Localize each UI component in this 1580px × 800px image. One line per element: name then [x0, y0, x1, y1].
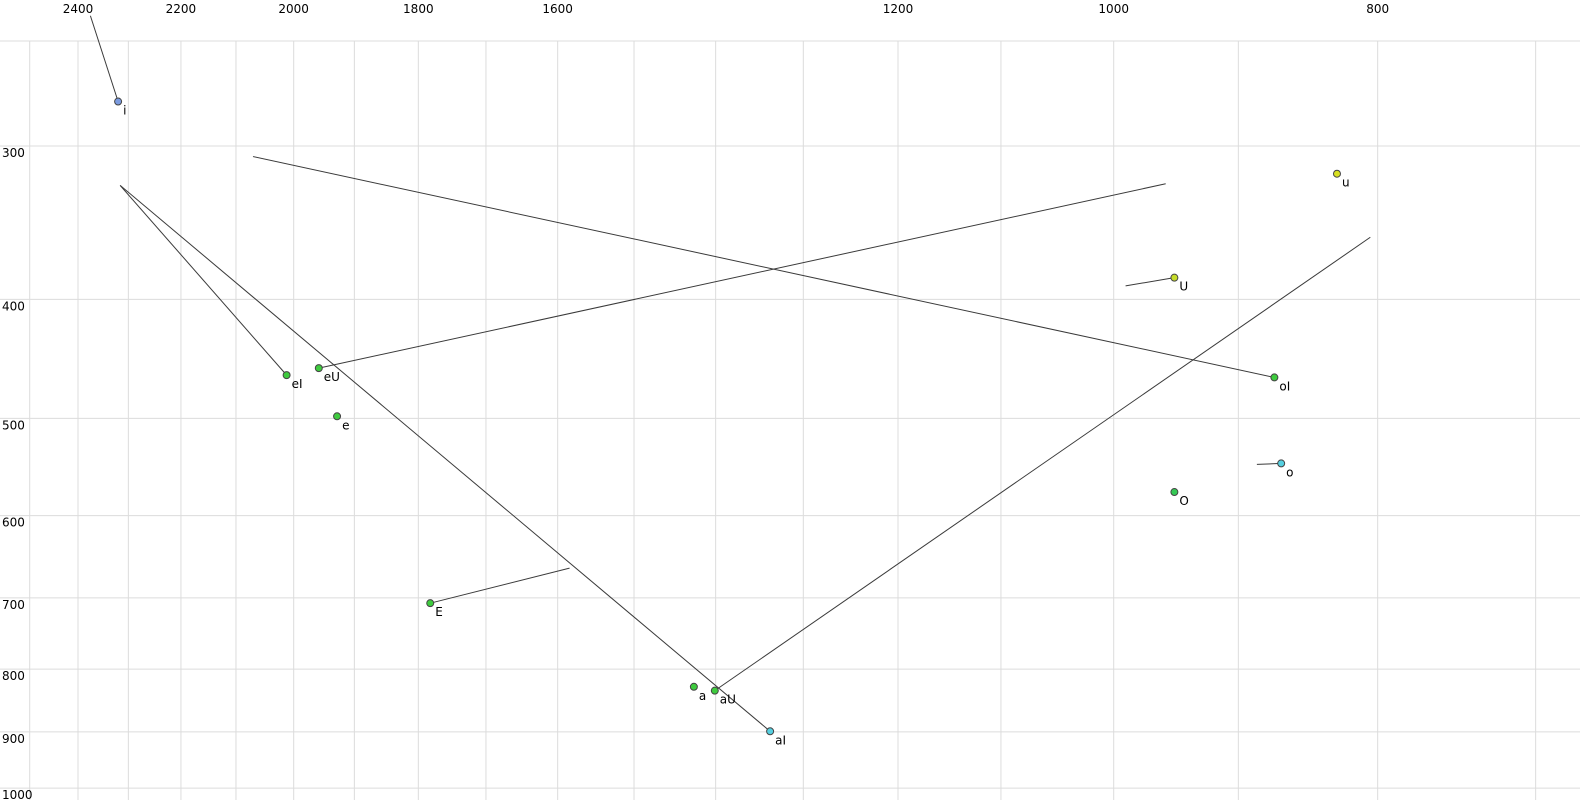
y-tick-label-900: 900 — [2, 732, 25, 746]
vowel-label-a: a — [699, 689, 706, 703]
y-tick-label-700: 700 — [2, 598, 25, 612]
y-tick-label-300: 300 — [2, 146, 25, 160]
trajectory-aU — [714, 236, 1371, 692]
trajectory-E — [430, 567, 570, 604]
vowel-point-aI — [766, 727, 775, 736]
trajectory-eU — [318, 183, 1166, 369]
trajectory-i — [89, 15, 119, 102]
x-tick-label-2000: 2000 — [278, 2, 309, 16]
y-tick-label-400: 400 — [2, 299, 25, 313]
x-tick-label-2400: 2400 — [63, 2, 94, 16]
x-tick-label-1600: 1600 — [542, 2, 573, 16]
vowel-point-eI — [282, 371, 291, 380]
vowel-label-i: i — [123, 104, 126, 118]
vowel-label-u: u — [1342, 176, 1350, 190]
y-tick-label-1000: 1000 — [2, 788, 33, 800]
vowel-label-oI: oI — [1279, 379, 1290, 393]
x-tick-label-1800: 1800 — [403, 2, 434, 16]
vowel-label-U: U — [1179, 280, 1188, 294]
vowel-point-U — [1170, 273, 1179, 282]
vowel-label-E: E — [435, 605, 443, 619]
vowel-label-O: O — [1179, 494, 1188, 508]
x-tick-label-1200: 1200 — [883, 2, 914, 16]
x-tick-label-1000: 1000 — [1098, 2, 1129, 16]
y-tick-label-600: 600 — [2, 516, 25, 530]
vowel-point-o — [1277, 459, 1286, 468]
vowel-point-eU — [314, 364, 323, 373]
vowel-label-aU: aU — [720, 693, 736, 707]
trajectory-o — [1256, 462, 1282, 465]
vowel-point-u — [1332, 169, 1341, 178]
trajectory-oI — [252, 156, 1275, 378]
trajectory-aI — [119, 185, 771, 732]
vowel-label-o: o — [1286, 465, 1293, 479]
vowel-point-e — [333, 412, 342, 421]
vowel-point-aU — [710, 686, 719, 695]
x-tick-label-800: 800 — [1366, 2, 1389, 16]
trajectory-eI — [119, 185, 287, 376]
vowel-label-eU: eU — [324, 370, 340, 384]
vowel-label-e: e — [342, 418, 349, 432]
vowel-point-i — [114, 97, 123, 106]
vowel-point-oI — [1270, 373, 1279, 382]
y-tick-label-500: 500 — [2, 418, 25, 432]
vowel-label-aI: aI — [775, 733, 786, 747]
vowel-point-O — [1170, 488, 1179, 497]
y-tick-label-800: 800 — [2, 669, 25, 683]
vowel-label-eI: eI — [292, 377, 303, 391]
x-tick-label-2200: 2200 — [166, 2, 197, 16]
vowel-point-a — [689, 682, 698, 691]
vowel-point-E — [426, 599, 435, 608]
trajectory-U — [1125, 277, 1175, 287]
